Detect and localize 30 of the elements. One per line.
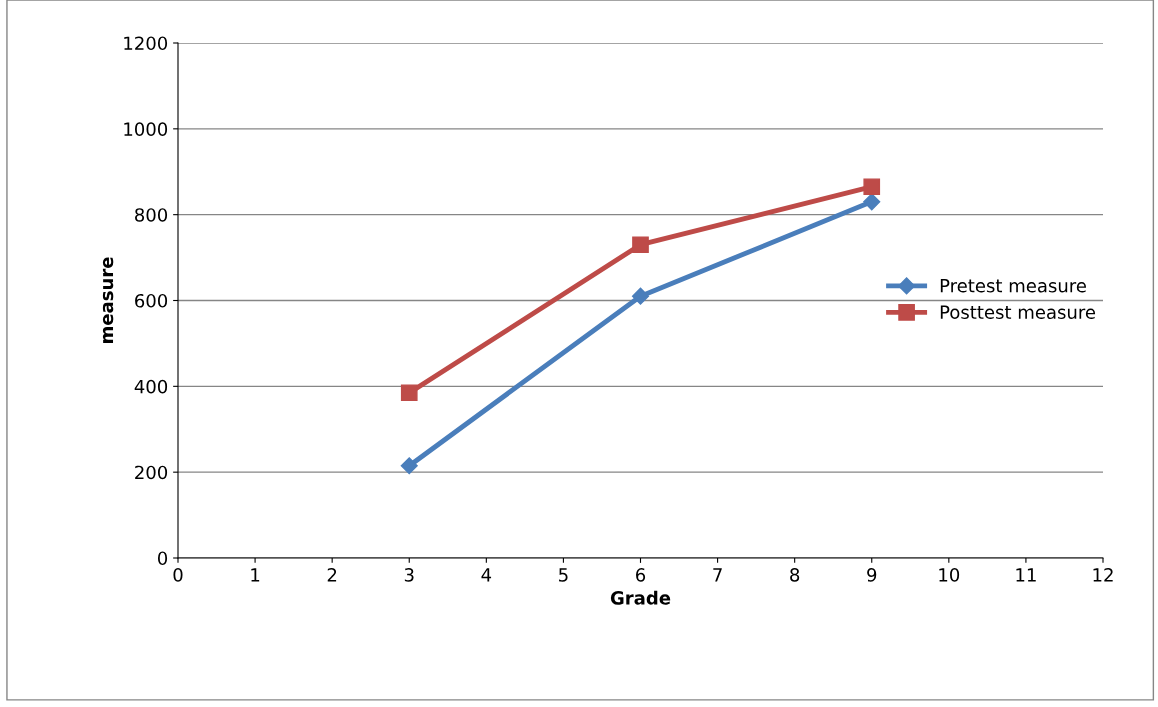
y-axis-title: measure <box>102 257 114 343</box>
x-tick-label: 6 <box>636 568 646 582</box>
x-tick-label: 2 <box>327 568 337 582</box>
y-tick-label: 600 <box>135 293 168 308</box>
x-tick-label: 0 <box>173 568 183 582</box>
point <box>400 384 418 402</box>
y-tick-label: 1000 <box>124 122 168 136</box>
point <box>863 193 881 211</box>
x-tick-label: 8 <box>790 568 800 582</box>
x-tick-label: 9 <box>867 568 877 582</box>
y-tick-label: 0 <box>157 551 168 566</box>
x-tick-label: 11 <box>1016 568 1036 582</box>
x-tick-label: 3 <box>404 568 414 582</box>
x-tick-label: 7 <box>713 568 722 582</box>
x-tick-label: 12 <box>1093 568 1113 582</box>
x-tick-label: 4 <box>481 568 492 582</box>
legend-label: Pretest measure <box>940 279 1086 293</box>
y-tick-label: 200 <box>135 465 168 480</box>
x-axis-title: Grade <box>610 590 671 605</box>
y-tick-label: 400 <box>134 379 168 394</box>
point <box>631 287 650 305</box>
x-tick-label: 10 <box>939 568 960 582</box>
point <box>863 178 881 196</box>
x-tick-label: 1 <box>251 568 260 582</box>
y-tick-label: 1200 <box>124 36 168 51</box>
x-tick-label: 5 <box>559 568 568 582</box>
point <box>632 236 649 254</box>
legend-label: Posttest measure <box>940 305 1096 319</box>
point <box>400 457 418 475</box>
y-tick-label: 800 <box>135 208 168 222</box>
